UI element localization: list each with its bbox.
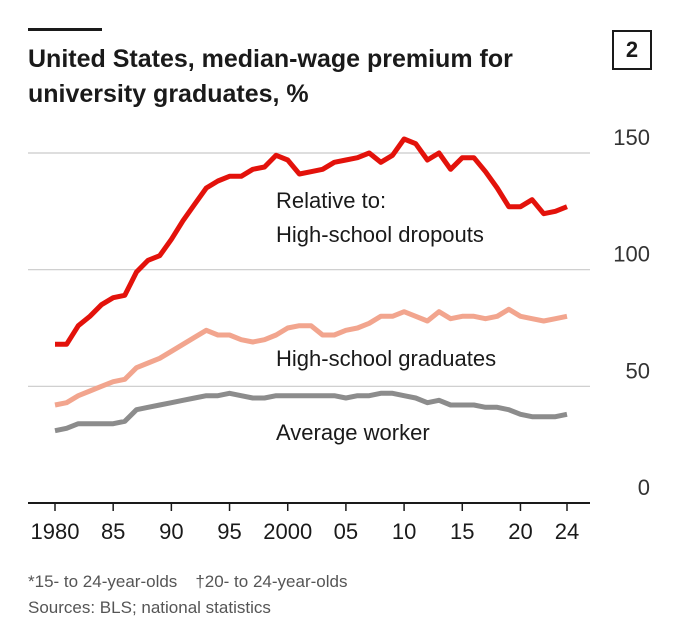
series-line-high-school-graduates — [54, 306, 568, 408]
y-tick-label-100: 100 — [613, 242, 650, 267]
footnote-ages-2: †20- to 24-year-olds — [195, 572, 348, 591]
chart-number-badge: 2 — [612, 30, 652, 70]
top-rule — [28, 28, 102, 31]
x-tick-label-1995: 95 — [217, 519, 241, 544]
series-line-high-school-dropouts — [55, 136, 568, 347]
y-tick-label-150: 150 — [613, 125, 650, 150]
sources-note: Sources: BLS; national statistics — [28, 598, 271, 617]
annotation-graduates: High-school graduates — [276, 346, 496, 371]
x-tick-label-2000: 2000 — [263, 519, 312, 544]
y-tick-label-50: 50 — [626, 358, 650, 383]
chart-title-line-1: United States, median-wage premium for — [28, 45, 513, 73]
series-annotations: Relative to: High-school dropouts High-s… — [276, 188, 496, 445]
x-tick-label-2010: 10 — [392, 519, 416, 544]
x-axis-ticks: 1980 85 90 95 2000 05 10 15 20 24 — [31, 503, 579, 544]
series-line-average-worker — [54, 390, 568, 434]
annotation-relative-to: Relative to: — [276, 188, 386, 213]
footnote-ages-1: *15- to 24-year-olds — [28, 572, 178, 591]
gridlines — [28, 152, 590, 504]
footnotes: *15- to 24-year-olds †20- to 24-year-olds — [28, 572, 365, 592]
x-tick-label-2024: 24 — [555, 519, 579, 544]
y-tick-label-0: 0 — [638, 475, 650, 500]
annotation-dropouts: High-school dropouts — [276, 222, 484, 247]
series-lines — [54, 136, 568, 434]
y-axis-ticks: 0 50 100 150 — [613, 125, 650, 500]
x-tick-label-1980: 1980 — [31, 519, 80, 544]
x-tick-label-2015: 15 — [450, 519, 474, 544]
x-tick-label-2005: 05 — [334, 519, 358, 544]
chart-title-line-2: university graduates, % — [28, 80, 309, 108]
annotation-average-worker: Average worker — [276, 420, 430, 445]
chart-title: United States, median-wage premium for u… — [28, 42, 588, 112]
x-tick-label-1985: 85 — [101, 519, 125, 544]
x-tick-label-2020: 20 — [508, 519, 532, 544]
x-tick-label-1990: 90 — [159, 519, 183, 544]
